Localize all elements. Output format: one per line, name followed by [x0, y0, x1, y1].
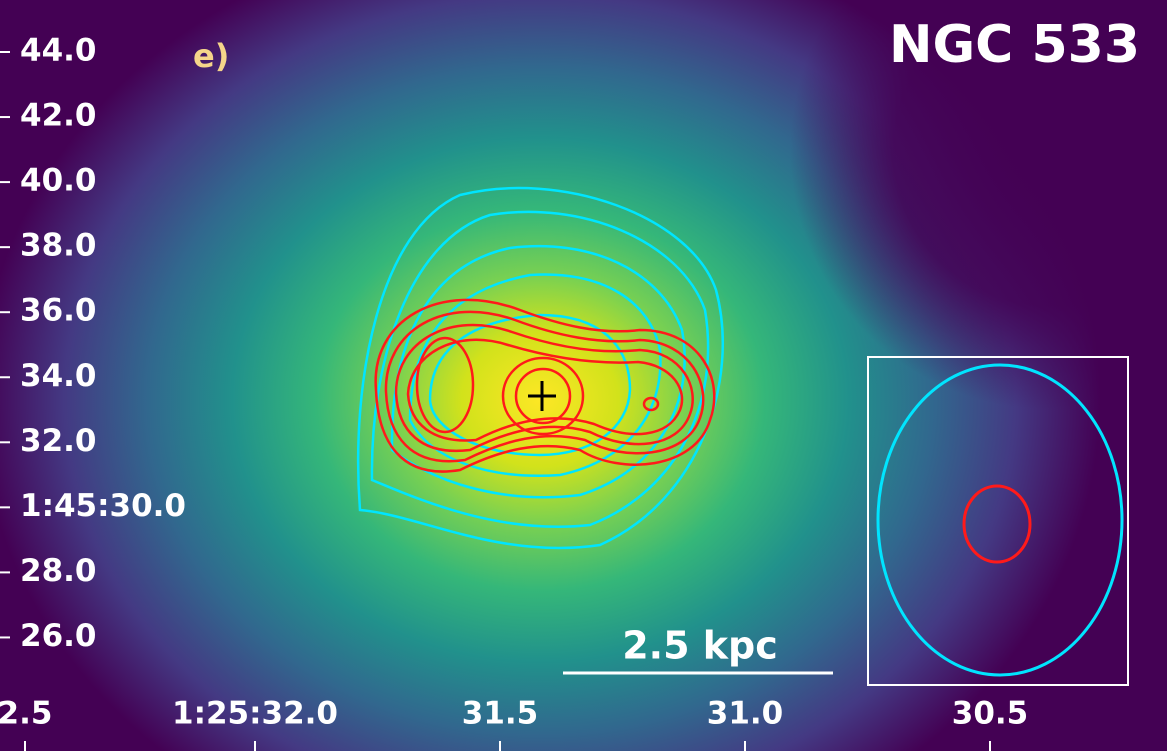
cyan-beam: [876, 363, 1124, 677]
x-tick-label: 1:25:32.0: [172, 696, 338, 732]
y-axis: 44.0 42.0 40.0 38.0 36.0 34.0 32.0 1:45:30.0 28.…: [0, 33, 186, 654]
y-tick-label: 34.0: [20, 358, 97, 394]
y-tick-label: 32.0: [20, 423, 97, 459]
y-tick-label: 40.0: [20, 163, 97, 199]
red-beam: [962, 484, 1032, 564]
y-tick-label: 26.0: [20, 618, 97, 654]
y-tick-label: 36.0: [20, 293, 97, 329]
x-tick-label: 2.5: [0, 696, 52, 732]
panel-label: e): [193, 37, 229, 75]
cyan-contours: [356, 186, 724, 550]
y-tick-label: 28.0: [20, 553, 97, 589]
x-tick-label: 31.0: [707, 696, 784, 732]
x-tick-label: 30.5: [952, 696, 1029, 732]
title: NGC 533: [889, 15, 1140, 75]
scale-bar-label: 2.5 kpc: [622, 624, 778, 668]
y-tick-label: 1:45:30.0: [20, 488, 186, 524]
y-tick-label: 38.0: [20, 228, 97, 264]
y-tick-label: 44.0: [20, 33, 97, 69]
x-axis: 2.5 1:25:32.0 31.5 31.0 30.5: [0, 696, 1028, 751]
center-cross: [528, 381, 556, 411]
beam-inset: [867, 356, 1129, 686]
y-tick-label: 42.0: [20, 98, 97, 134]
x-tick-label: 31.5: [462, 696, 539, 732]
red-contours: [374, 298, 716, 473]
